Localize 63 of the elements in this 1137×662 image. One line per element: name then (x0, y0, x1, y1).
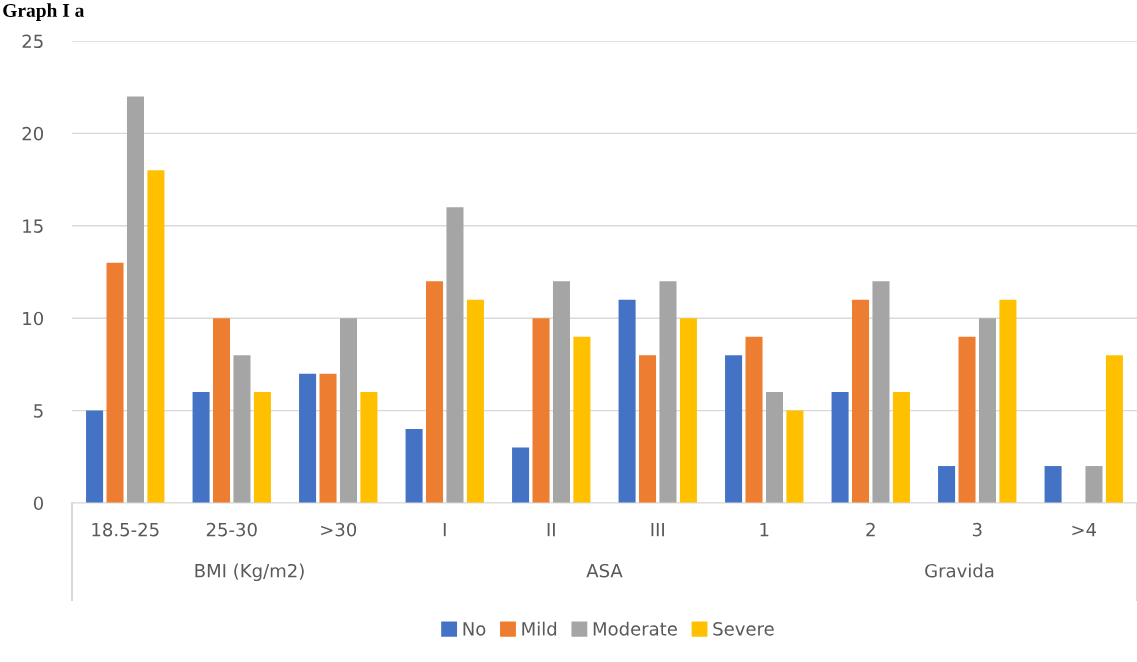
bar (552, 281, 570, 503)
y-tick-label: 5 (34, 404, 43, 418)
bar (659, 281, 677, 503)
bar (679, 318, 697, 503)
x-tick-label: I (443, 523, 446, 537)
bar (233, 355, 251, 503)
x-tick-label: 2 (866, 522, 875, 537)
bar (213, 318, 231, 503)
bar (512, 447, 530, 503)
bar (426, 281, 444, 503)
bar (253, 392, 271, 503)
bar (573, 336, 591, 503)
x-tick-label: 25-30 (206, 522, 257, 537)
bar (745, 336, 763, 503)
bar (339, 318, 357, 503)
legend-label: Severe (713, 621, 774, 636)
bar (299, 373, 317, 503)
bar (938, 466, 956, 503)
text: Gravida (925, 563, 994, 578)
bar (1044, 466, 1062, 503)
y-tick-label: 0 (33, 496, 44, 511)
y-tick-label: 10 (23, 311, 44, 326)
bar (852, 299, 870, 503)
bar (765, 392, 783, 503)
bar (126, 96, 144, 503)
bar (978, 318, 996, 503)
x-tick-label: II (547, 523, 555, 537)
bar (872, 281, 890, 503)
y-tick-label: 20 (22, 126, 44, 141)
legend-label: Moderate (593, 621, 677, 636)
bar (532, 318, 550, 503)
y-tick-label: 15 (23, 219, 43, 233)
bar (999, 299, 1017, 503)
bar (319, 373, 337, 503)
legend-label: No (463, 622, 486, 636)
bar (958, 336, 976, 503)
bar (466, 299, 484, 503)
text: BMI (Kg/m2) (195, 563, 304, 582)
legend-label: Mild (522, 621, 557, 636)
bar (639, 355, 657, 503)
bar (1085, 466, 1103, 503)
bar (892, 392, 910, 503)
bar (147, 170, 165, 503)
bar (446, 207, 464, 503)
y-tick-label: 25 (22, 34, 43, 49)
x-tick-label: 3 (972, 522, 982, 537)
bar (618, 299, 636, 503)
bar (831, 392, 849, 503)
x-tick-label: 1 (760, 523, 769, 537)
chart-title: Graph I a (3, 3, 85, 21)
x-tick-label: 18.5-25 (92, 522, 159, 537)
bar (1105, 355, 1123, 503)
text: ASA (586, 563, 623, 578)
bar (725, 355, 743, 503)
bar (786, 410, 804, 503)
x-tick-label: >30 (321, 522, 357, 537)
bar (106, 262, 124, 503)
bar (86, 410, 104, 503)
bar (360, 392, 378, 503)
x-tick-label: III (651, 523, 664, 537)
bar (192, 392, 210, 503)
bar (405, 429, 423, 503)
x-tick-label: >4 (1072, 523, 1097, 537)
